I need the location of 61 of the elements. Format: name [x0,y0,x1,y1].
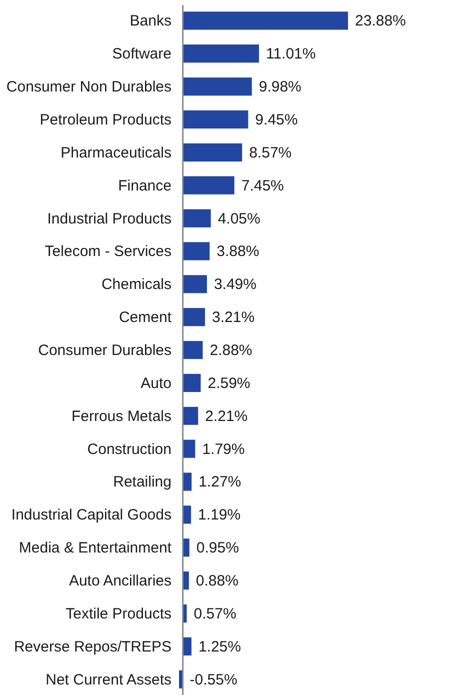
data-label: 3.88% [216,243,260,260]
y-tick-label: Chemicals [101,276,172,294]
data-label: 0.95% [196,540,239,557]
y-tick-label: Petroleum Products [40,111,172,128]
bar [182,374,201,392]
y-tick-label: Consumer Durables [38,342,172,359]
data-label: 9.98% [258,78,302,96]
bar [182,506,192,524]
y-tick-label: Software [112,46,172,63]
y-tick-label: Media & Entertainment [18,540,172,557]
data-label: 2.21% [205,408,248,425]
y-tick-label: Net Current Assets [46,671,172,688]
data-label: 1.27% [198,474,242,491]
y-tick-label: Auto [140,374,172,392]
data-label: -0.55% [190,671,238,688]
bar [182,176,234,194]
bar [182,308,206,326]
y-tick-label: Construction [87,440,172,458]
y-tick-label: Telecom - Services [44,243,172,260]
y-tick-label: Consumer Non Durables [6,78,172,96]
bar [182,406,198,425]
bar [182,110,248,129]
y-tick-label: Pharmaceuticals [60,144,172,162]
y-tick-label: Cement [118,309,172,326]
bar [182,340,203,360]
data-label: 0.57% [194,605,236,622]
bar [182,209,211,228]
bar [182,538,190,557]
bar [182,12,348,30]
data-label: 2.88% [210,342,252,359]
y-tick-label: Ferrous Metals [71,408,172,425]
data-label: 1.19% [198,506,241,524]
bar [182,77,252,96]
data-label: 3.21% [212,309,255,326]
bar [182,44,259,63]
y-tick-label: Auto Ancillaries [68,572,172,590]
data-label: 8.57% [249,144,292,162]
y-tick-label: Banks [130,12,172,30]
bar [182,275,207,294]
data-label: 2.59% [208,374,250,392]
bar [182,637,192,656]
data-label: 1.25% [198,638,241,656]
data-label: 4.05% [218,210,260,228]
bar [182,242,210,260]
y-tick-label: Industrial Capital Goods [11,506,172,524]
data-label: 9.45% [255,111,298,128]
bar [182,571,189,590]
data-label: 1.79% [202,440,245,458]
y-tick-label: Textile Products [66,605,172,622]
y-tick-label: Retailing [113,474,172,491]
data-label: 23.88% [355,12,406,30]
data-label: 11.01% [266,46,316,63]
data-label: 7.45% [241,177,284,194]
data-label: 3.49% [214,276,256,294]
y-tick-label: Reverse Repos/TREPS [14,638,172,656]
data-label: 0.88% [196,572,238,590]
bar [182,440,196,458]
y-tick-label: Finance [118,177,172,194]
bar [182,143,242,162]
y-tick-label: Industrial Products [47,210,172,228]
bar [182,472,192,491]
